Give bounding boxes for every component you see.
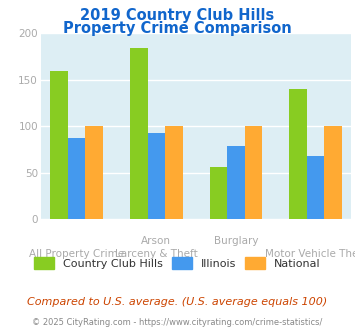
Text: Larceny & Theft: Larceny & Theft xyxy=(115,249,198,259)
Text: All Property Crime: All Property Crime xyxy=(29,249,124,259)
Bar xyxy=(307,156,324,219)
Text: © 2025 CityRating.com - https://www.cityrating.com/crime-statistics/: © 2025 CityRating.com - https://www.city… xyxy=(32,318,323,327)
Text: Motor Vehicle Theft: Motor Vehicle Theft xyxy=(265,249,355,259)
Bar xyxy=(148,133,165,219)
Bar xyxy=(50,71,68,219)
Bar xyxy=(245,126,262,219)
Text: Compared to U.S. average. (U.S. average equals 100): Compared to U.S. average. (U.S. average … xyxy=(27,297,328,307)
Text: Arson: Arson xyxy=(141,236,171,246)
Bar xyxy=(289,89,307,219)
Text: Burglary: Burglary xyxy=(214,236,258,246)
Bar xyxy=(227,146,245,219)
Legend: Country Club Hills, Illinois, National: Country Club Hills, Illinois, National xyxy=(30,253,325,273)
Bar xyxy=(324,126,342,219)
Bar xyxy=(210,167,227,219)
Bar xyxy=(68,138,86,219)
Text: 2019 Country Club Hills: 2019 Country Club Hills xyxy=(80,8,275,23)
Bar xyxy=(86,126,103,219)
Bar xyxy=(130,48,148,219)
Bar xyxy=(165,126,182,219)
Text: Property Crime Comparison: Property Crime Comparison xyxy=(63,21,292,36)
